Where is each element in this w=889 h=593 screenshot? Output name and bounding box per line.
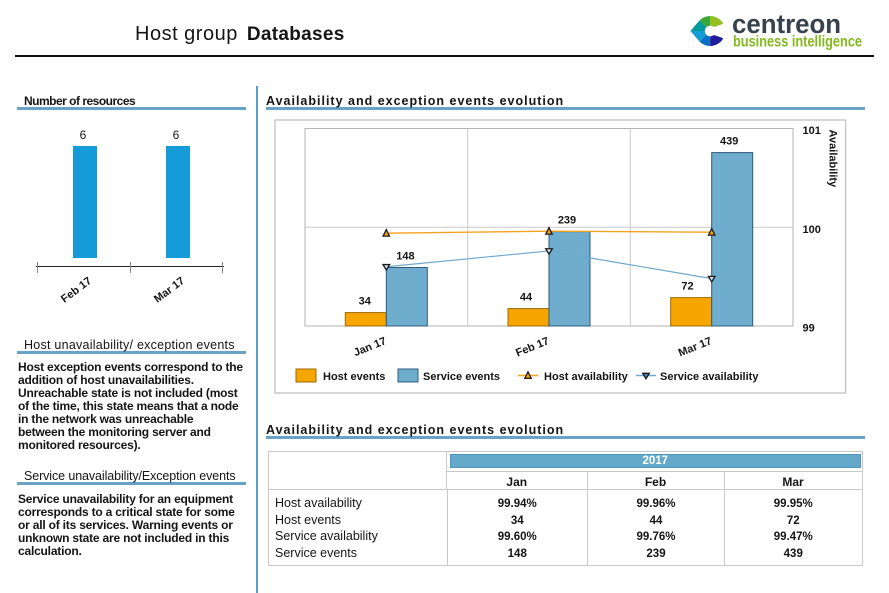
svg-text:Host events: Host events xyxy=(323,371,385,383)
svg-text:101: 101 xyxy=(803,125,821,137)
svg-text:439: 439 xyxy=(720,136,738,148)
svg-text:44: 44 xyxy=(520,292,533,304)
svg-text:Service events: Service events xyxy=(423,371,500,383)
svg-text:Availability: Availability xyxy=(827,130,839,189)
svg-text:Feb 17: Feb 17 xyxy=(514,335,551,359)
svg-text:148: 148 xyxy=(396,251,414,263)
svg-text:100: 100 xyxy=(803,224,821,236)
svg-text:239: 239 xyxy=(558,215,576,227)
svg-text:centreon: centreon xyxy=(732,12,841,39)
svg-text:Host availability: Host availability xyxy=(544,371,629,383)
svg-text:72: 72 xyxy=(681,281,693,293)
svg-text:business intelligence: business intelligence xyxy=(733,34,862,51)
svg-text:Jan 17: Jan 17 xyxy=(352,335,388,359)
svg-text:34: 34 xyxy=(359,296,372,308)
svg-text:Service availability: Service availability xyxy=(660,371,759,383)
svg-text:99: 99 xyxy=(803,323,815,335)
svg-text:Mar 17: Mar 17 xyxy=(677,335,714,359)
